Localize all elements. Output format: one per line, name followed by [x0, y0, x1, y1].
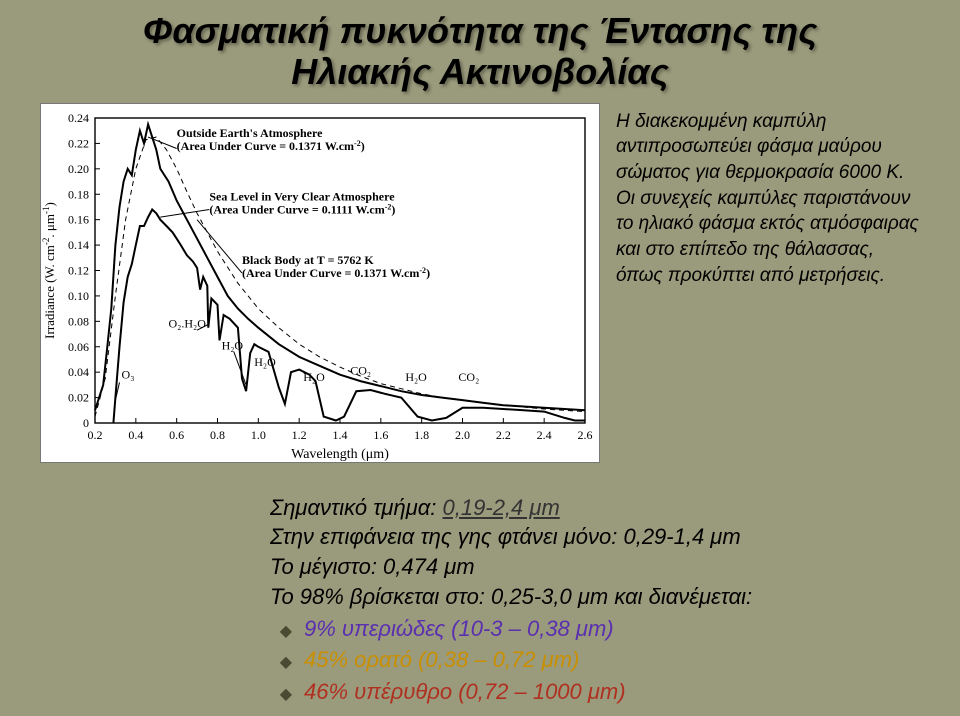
p98-line: Το 98% βρίσκεται στο: 0,25-3,0 μm και δι… — [270, 582, 920, 612]
chart-svg: 00.020.040.060.080.100.120.140.160.180.2… — [40, 103, 600, 463]
svg-text:0.24: 0.24 — [68, 111, 89, 125]
svg-text:0.02: 0.02 — [68, 390, 89, 404]
svg-text:H₂O: H₂O — [303, 370, 325, 384]
band-text: 46% υπέρυθρο (0,72 – 1000 μm) — [304, 677, 626, 707]
svg-text:0.6: 0.6 — [169, 428, 184, 442]
svg-text:H₂O: H₂O — [222, 338, 244, 352]
plot-area: 00.020.040.060.080.100.120.140.160.180.2… — [41, 111, 593, 462]
segment-line: Σημαντικό τμήμα: 0,19-2,4 μm — [270, 493, 920, 523]
bottom-block: Σημαντικό τμήμα: 0,19-2,4 μm Στην επιφάν… — [40, 493, 920, 707]
surface-line: Στην επιφάνεια της γης φτάνει μόνο: 0,29… — [270, 522, 920, 552]
svg-text:1.0: 1.0 — [251, 428, 266, 442]
side-paragraph: Η διακεκομμένη καμπύλη αντιπροσωπεύει φά… — [616, 103, 920, 288]
irradiance-chart: 00.020.040.060.080.100.120.140.160.180.2… — [40, 103, 600, 463]
bullet-icon: ◆ — [270, 652, 292, 674]
svg-text:Sea Level in Very Clear Atmosp: Sea Level in Very Clear Atmosphere — [209, 189, 395, 203]
page-title: Φασματική πυκνότητα της Έντασης της Ηλια… — [40, 10, 920, 93]
bullet-icon: ◆ — [270, 621, 292, 643]
title-line-2: Ηλιακής Ακτινοβολίας — [291, 51, 668, 92]
bands-list: ◆ 9% υπεριώδες (10-3 – 0,38 μm) ◆ 45% ορατό… — [270, 614, 920, 707]
svg-text:1.2: 1.2 — [292, 428, 307, 442]
svg-text:1.6: 1.6 — [373, 428, 388, 442]
svg-text:0.18: 0.18 — [68, 187, 89, 201]
svg-text:0.08: 0.08 — [68, 314, 89, 328]
svg-text:Black Body at T = 5762 K: Black Body at T = 5762 K — [242, 253, 374, 267]
band-item: ◆ 46% υπέρυθρο (0,72 – 1000 μm) — [270, 677, 920, 707]
svg-text:(Area Under Curve = 0.1371 W.c: (Area Under Curve = 0.1371 W.cm-2) — [242, 265, 430, 280]
svg-text:0.2: 0.2 — [88, 428, 103, 442]
band-text: 9% υπεριώδες (10-3 – 0,38 μm) — [304, 614, 614, 644]
svg-text:2.6: 2.6 — [578, 428, 593, 442]
band-item: ◆ 9% υπεριώδες (10-3 – 0,38 μm) — [270, 614, 920, 644]
svg-text:CO₂: CO₂ — [350, 363, 371, 377]
svg-text:0.06: 0.06 — [68, 340, 89, 354]
bullet-icon: ◆ — [270, 684, 292, 706]
title-line-1: Φασματική πυκνότητα της Έντασης της — [143, 10, 818, 51]
svg-text:0.20: 0.20 — [68, 162, 89, 176]
svg-text:(Area Under Curve = 0.1111 W.c: (Area Under Curve = 0.1111 W.cm-2) — [209, 202, 395, 217]
svg-text:0.16: 0.16 — [68, 212, 89, 226]
band-item: ◆ 45% ορατό (0,38 – 0,72 μm) — [270, 645, 920, 675]
svg-text:(Area Under Curve = 0.1371 W.c: (Area Under Curve = 0.1371 W.cm-2) — [177, 138, 365, 153]
svg-text:0.22: 0.22 — [68, 136, 89, 150]
svg-text:2.4: 2.4 — [537, 428, 552, 442]
band-text: 45% ορατό (0,38 – 0,72 μm) — [304, 645, 579, 675]
svg-text:0.8: 0.8 — [210, 428, 225, 442]
svg-text:O₃: O₃ — [122, 367, 135, 381]
svg-text:0.04: 0.04 — [68, 365, 89, 379]
svg-text:CO₂: CO₂ — [458, 370, 479, 384]
svg-text:Wavelength (μm): Wavelength (μm) — [291, 447, 389, 462]
svg-text:2.0: 2.0 — [455, 428, 470, 442]
svg-text:1.4: 1.4 — [333, 428, 348, 442]
slide: Φασματική πυκνότητα της Έντασης της Ηλια… — [0, 0, 960, 716]
svg-text:0.14: 0.14 — [68, 238, 89, 252]
svg-text:1.8: 1.8 — [414, 428, 429, 442]
svg-text:Outside Earth's Atmosphere: Outside Earth's Atmosphere — [177, 126, 323, 140]
segment-label: Σημαντικό τμήμα: — [270, 495, 436, 520]
svg-text:2.2: 2.2 — [496, 428, 511, 442]
svg-text:Irradiance (W. cm-2. μm-1): Irradiance (W. cm-2. μm-1) — [41, 202, 57, 339]
svg-text:0.10: 0.10 — [68, 289, 89, 303]
upper-row: 00.020.040.060.080.100.120.140.160.180.2… — [40, 103, 920, 463]
segment-value: 0,19-2,4 μm — [443, 495, 560, 520]
svg-text:H₂O: H₂O — [405, 370, 427, 384]
svg-text:0.4: 0.4 — [128, 428, 143, 442]
max-line: Το μέγιστο: 0,474 μm — [270, 552, 920, 582]
svg-text:H₂O: H₂O — [254, 355, 276, 369]
svg-text:0.12: 0.12 — [68, 263, 89, 277]
